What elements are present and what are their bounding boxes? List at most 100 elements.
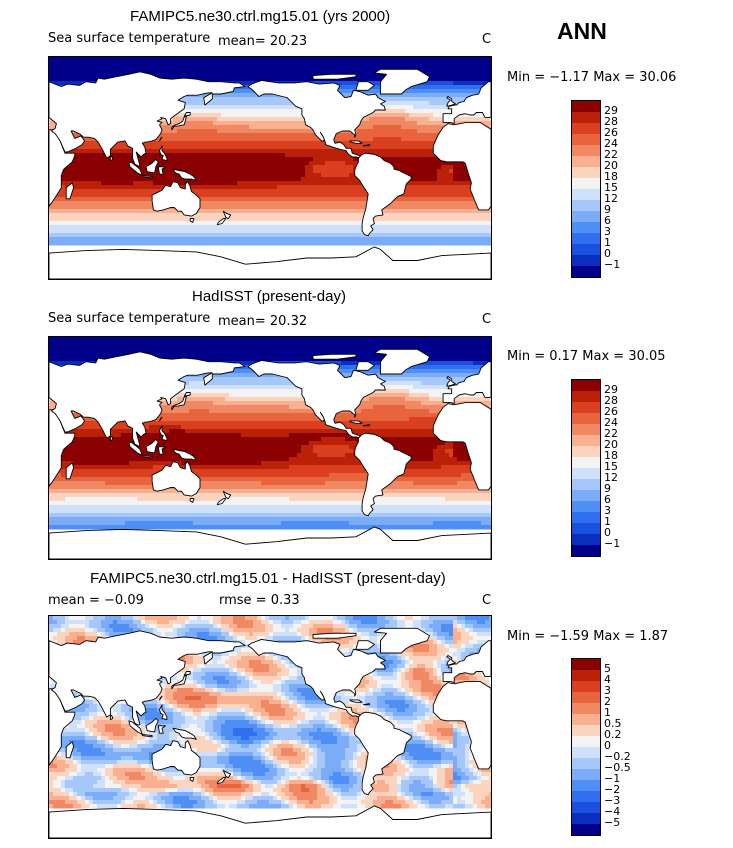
land-outline [189, 777, 195, 782]
land-outline [183, 671, 191, 676]
panel-1-title: FAMIPC5.ne30.ctrl.mg15.01 (yrs 2000) [130, 8, 391, 25]
land-outline [222, 210, 232, 220]
land-outline [222, 769, 232, 779]
land-outline [183, 392, 191, 397]
panel-1-variable: Sea surface temperature [48, 31, 211, 46]
colorbar-swatch [572, 413, 600, 424]
colorbar-tick-label: 29 [604, 104, 618, 117]
land-outline [65, 182, 75, 200]
land-outline [49, 526, 491, 559]
colorbar-tick-label: 26 [604, 405, 618, 418]
land-outline [442, 361, 491, 405]
colorbar-tick-label: 3 [604, 225, 611, 238]
land-outline [189, 218, 195, 223]
colorbar-swatch [572, 780, 600, 791]
land-outline [157, 725, 167, 734]
land-outline [141, 174, 153, 179]
land-outline [159, 695, 163, 701]
land-outline [49, 630, 246, 726]
land-outline [109, 435, 114, 442]
colorbar-tick-label: 0 [604, 526, 611, 539]
colorbar-tick-label: −5 [604, 816, 621, 829]
colorbar-tick-label: 18 [604, 170, 618, 183]
colorbar-tick-label: 18 [604, 449, 618, 462]
land-outline [183, 112, 191, 117]
colorbar-tick-label: 22 [604, 427, 618, 440]
panel-2-minmax: Min = 0.17 Max = 30.05 [507, 349, 666, 364]
colorbar-swatch [572, 424, 600, 435]
colorbar-swatch [572, 824, 600, 835]
land-outline [49, 246, 491, 279]
colorbar-tick-label: −0.2 [604, 750, 631, 763]
colorbar-tick-label: −1 [604, 537, 621, 550]
land-outline [247, 359, 386, 439]
land-outline [171, 395, 187, 411]
colorbar-tick-label: 20 [604, 438, 618, 451]
colorbar-tick-label: 0.5 [604, 717, 622, 730]
land-outline [354, 152, 412, 237]
land-outline [355, 361, 375, 371]
colorbar-swatch [572, 681, 600, 692]
colorbar-tick-label: 26 [604, 126, 618, 139]
panel-1-map [48, 56, 492, 280]
land-outline [354, 711, 412, 796]
colorbar-tick-label: 6 [604, 493, 611, 506]
colorbar-swatch [572, 512, 600, 523]
land-outline [432, 680, 491, 770]
panel-3-map [48, 615, 492, 839]
colorbar-swatch [572, 468, 600, 479]
colorbar-swatch [572, 435, 600, 446]
panel-1-unit: C [482, 32, 492, 47]
colorbar-swatch [572, 725, 600, 736]
land-outline [349, 699, 363, 703]
land-outline [312, 353, 357, 360]
colorbar-swatch [572, 523, 600, 534]
land-outline [373, 627, 431, 654]
land-outline [109, 155, 114, 162]
land-outline [216, 218, 227, 226]
colorbar-swatch [572, 145, 600, 156]
colorbar-tick-label: −3 [604, 794, 621, 807]
colorbar-swatch [572, 813, 600, 824]
land-outline [432, 401, 491, 491]
colorbar-tick-label: 5 [604, 662, 611, 675]
colorbar-swatch [572, 758, 600, 769]
colorbar-swatch [572, 167, 600, 178]
colorbar-swatch [572, 659, 600, 670]
colorbar-tick-label: 0 [604, 739, 611, 752]
colorbar-tick-label: 1 [604, 236, 611, 249]
land-outline [312, 632, 357, 639]
colorbar-tick-label: 15 [604, 460, 618, 473]
land-outline [247, 638, 386, 718]
colorbar-tick-label: 28 [604, 115, 618, 128]
colorbar-swatch [572, 112, 600, 123]
panel-1-mean: mean= 20.23 [218, 34, 308, 49]
colorbar-tick-label: −2 [604, 783, 621, 796]
season-label: ANN [557, 18, 607, 44]
colorbar-swatch [572, 534, 600, 545]
panel-2-map [48, 336, 492, 560]
colorbar-swatch [572, 123, 600, 134]
panel-3-colorbar [571, 658, 601, 836]
colorbar-tick-label: −0.5 [604, 761, 631, 774]
colorbar-swatch [572, 266, 600, 277]
colorbar-swatch [572, 714, 600, 725]
land-outline [373, 68, 431, 95]
colorbar-swatch [572, 222, 600, 233]
panel-2-mean: mean= 20.32 [218, 314, 308, 329]
colorbar-swatch [572, 747, 600, 758]
colorbar-swatch [572, 233, 600, 244]
land-outline [65, 462, 75, 480]
colorbar-tick-label: 12 [604, 471, 618, 484]
colorbar-tick-label: 0.2 [604, 728, 622, 741]
land-outline [145, 717, 159, 733]
colorbar-swatch [572, 134, 600, 145]
colorbar-swatch [572, 802, 600, 813]
panel-2-unit: C [482, 312, 492, 327]
land-outline [362, 703, 370, 706]
colorbar-tick-label: 1 [604, 515, 611, 528]
colorbar-swatch [572, 490, 600, 501]
colorbar-swatch [572, 380, 600, 391]
panel-3-rmse: rmse = 0.33 [219, 593, 300, 608]
colorbar-tick-label: −4 [604, 805, 621, 818]
